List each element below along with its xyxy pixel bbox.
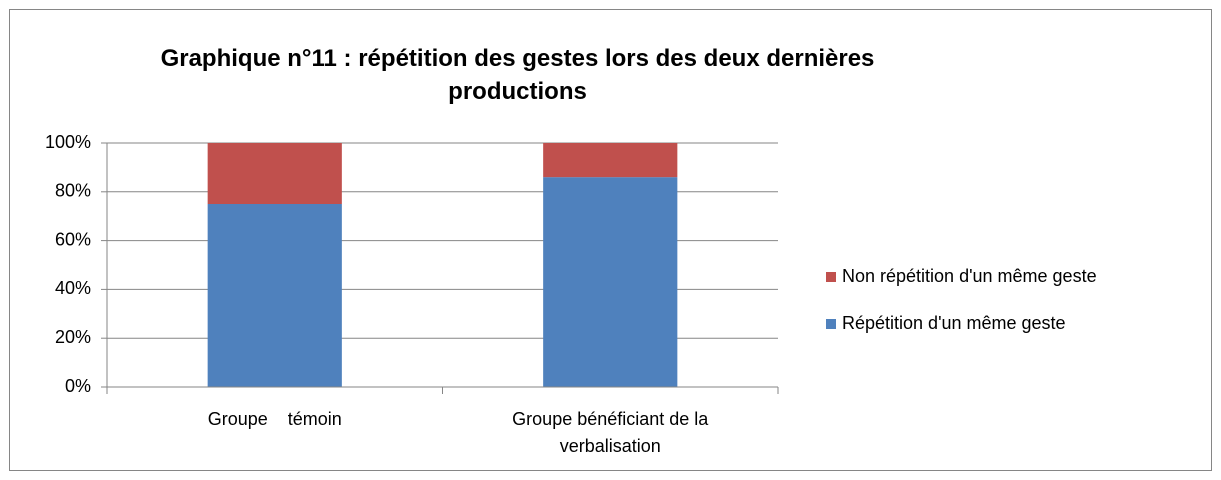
y-tick-label: 80% [55, 181, 91, 201]
y-tick-label: 40% [55, 278, 91, 298]
bar-segment [207, 143, 342, 204]
bar-segment [543, 177, 678, 387]
x-tick-label: Groupe bénéficiant de la verbalisation [512, 409, 714, 456]
y-tick-label: 100% [45, 132, 91, 152]
y-tick-label: 0% [65, 376, 91, 396]
legend-swatch [826, 272, 836, 282]
y-tick-label: 60% [55, 229, 91, 249]
bar-segment [543, 143, 678, 178]
legend-label: Répétition d'un même geste [842, 313, 1066, 333]
y-tick-label: 20% [55, 327, 91, 347]
bar-segment [207, 204, 342, 387]
legend-label: Non répétition d'un même geste [842, 266, 1097, 286]
chart-title: Graphique n°11 : répétition des gestes l… [160, 45, 875, 105]
x-tick-label: Groupe témoin [207, 409, 342, 429]
legend-swatch [826, 319, 836, 329]
